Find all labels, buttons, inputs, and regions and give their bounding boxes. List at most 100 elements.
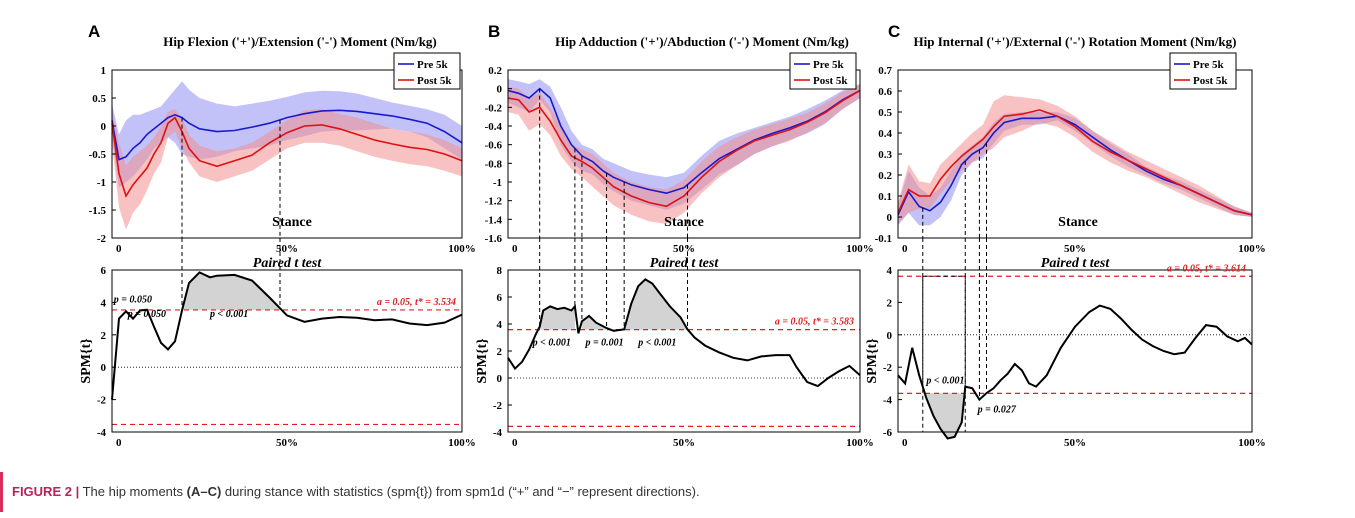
y-tick-label: -0.6 <box>485 140 503 152</box>
panel-title: Hip Internal ('+')/External ('-') Rotati… <box>914 34 1237 49</box>
stance-label: Stance <box>1058 215 1098 230</box>
series-line-post <box>897 109 1253 216</box>
y-tick-label: -4 <box>97 427 107 439</box>
x-tick-label: 50% <box>1064 243 1086 255</box>
x-tick-label: 0 <box>512 243 518 255</box>
y-tick-label: -4 <box>883 395 893 407</box>
y-tick-label: 0 <box>101 362 107 374</box>
cluster-shade <box>581 315 607 330</box>
y-tick-label: -6 <box>883 427 893 439</box>
x-tick-label: 100% <box>1238 243 1266 255</box>
threshold-label: a = 0.05, t* = 3.534 <box>377 297 456 308</box>
y-tick-label: 4 <box>101 297 107 309</box>
y-tick-label: -0.4 <box>485 121 503 133</box>
caption-bold-range: (A–C) <box>186 484 222 499</box>
y-tick-label: -0.8 <box>485 158 503 170</box>
y-tick-label: 6 <box>497 292 503 304</box>
legend-label-post: Post 5k <box>417 75 452 87</box>
y-tick-label: -2 <box>97 395 107 407</box>
legend: Pre 5k Post 5k <box>1169 52 1237 90</box>
figure-caption: FIGURE 2 | The hip moments (A–C) during … <box>0 472 1355 518</box>
caption-accent-bar <box>0 472 3 512</box>
legend: Pre 5k Post 5k <box>789 52 857 90</box>
top-chart: 1 0.5 0 -0.5 -1 -1.5 -2 0 50% 100% Stance Pre 5k Pos… <box>89 52 476 255</box>
sd-band-post <box>898 95 1252 224</box>
x-tick-label: 100% <box>846 243 874 255</box>
y-tick-label: 0 <box>497 373 503 385</box>
threshold-label: a = 0.05, t* = 3.614 <box>1167 263 1246 274</box>
spm-t-curve <box>507 278 861 388</box>
y-tick-label: -1.2 <box>485 196 503 208</box>
panel-letter-b: B <box>488 22 501 41</box>
y-tick-label: -1 <box>97 177 106 189</box>
caption-figure-label: FIGURE 2 | <box>12 484 80 499</box>
y-tick-label: 0.5 <box>878 107 892 119</box>
y-tick-label: 8 <box>497 265 503 277</box>
y-tick-label: -2 <box>493 400 503 412</box>
y-tick-label: 4 <box>497 319 503 331</box>
threshold-label: a = 0.05, t* = 3.583 <box>775 317 854 328</box>
y-tick-label: 0.6 <box>878 86 892 98</box>
y-tick-label: -1.5 <box>89 205 107 217</box>
panel-a: Hip Flexion ('+')/Extension ('-') Moment… <box>79 34 476 449</box>
x-tick-label: 50% <box>673 437 695 449</box>
x-tick-label: 0 <box>116 437 122 449</box>
panel-b: Hip Adduction ('+')/Abduction ('-') Mome… <box>475 34 874 449</box>
p-value-annotation: p < 0.001 <box>637 338 676 349</box>
cluster-shade <box>922 393 966 439</box>
legend-label-pre: Pre 5k <box>813 59 845 71</box>
cluster-shade <box>539 306 575 330</box>
bottom-axes-frame <box>897 269 1253 433</box>
caption-text-before: The hip moments <box>79 484 187 499</box>
x-tick-label: 100% <box>448 243 476 255</box>
bottom-chart: 6 4 2 0 -2 -4 0 50% 100% Paired t test SPM{t} a = 0… <box>79 256 476 449</box>
y-tick-label: -2 <box>883 362 893 374</box>
y-tick-label: 2 <box>887 297 893 309</box>
y-tick-label: 1 <box>101 65 107 77</box>
x-tick-label: 0 <box>902 437 908 449</box>
p-value-annotation: p = 0.050 <box>113 294 152 305</box>
x-tick-label: 0 <box>902 243 908 255</box>
legend-label-pre: Pre 5k <box>417 59 449 71</box>
panel-letter-c: C <box>888 22 901 41</box>
y-tick-label: 6 <box>101 265 107 277</box>
legend-label-post: Post 5k <box>813 75 848 87</box>
p-value-annotation: p < 0.001 <box>925 375 964 386</box>
y-tick-label: -4 <box>493 427 503 439</box>
y-tick-label: -0.1 <box>875 233 892 245</box>
spm-y-label: SPM{t} <box>865 338 880 384</box>
y-tick-label: 0.4 <box>878 128 892 140</box>
paired-t-test-title: Paired t test <box>1041 256 1111 271</box>
y-tick-label: 0.3 <box>878 149 892 161</box>
y-tick-label: 2 <box>101 330 107 342</box>
sd-band-post <box>508 84 860 224</box>
caption-text: FIGURE 2 | The hip moments (A–C) during … <box>12 472 700 512</box>
legend-box <box>1169 52 1237 90</box>
series-line-pre <box>507 87 861 195</box>
x-tick-label: 50% <box>276 243 298 255</box>
cluster-shade <box>624 279 688 330</box>
x-tick-label: 100% <box>448 437 476 449</box>
series-line-post <box>507 89 861 208</box>
top-axes-frame <box>507 69 861 239</box>
y-tick-label: 0 <box>887 330 893 342</box>
y-tick-label: 0 <box>887 212 893 224</box>
top-chart: 0.7 0.6 0.5 0.4 0.3 0.2 0.1 0 -0.1 0 50% 100% Stance… <box>875 52 1266 255</box>
stance-label: Stance <box>664 215 704 230</box>
legend-label-post: Post 5k <box>1193 75 1228 87</box>
p-value-annotation: p < 0.001 <box>209 309 248 320</box>
y-tick-label: 0.1 <box>878 191 892 203</box>
paired-t-test-title: Paired t test <box>253 256 323 271</box>
series-line-pre <box>111 109 463 161</box>
paired-t-test-title: Paired t test <box>650 256 720 271</box>
bottom-chart: 4 2 0 -2 -4 -6 0 50% 100% Paired t test SPM{t} a = … <box>865 256 1266 449</box>
x-tick-label: 100% <box>1238 437 1266 449</box>
x-tick-label: 50% <box>276 437 298 449</box>
series-line-post <box>111 116 463 198</box>
y-tick-label: 0 <box>101 121 107 133</box>
panel-title: Hip Flexion ('+')/Extension ('-') Moment… <box>163 34 437 49</box>
bottom-chart: 8 6 4 2 0 -2 -4 0 50% 100% Paired t test SPM{t} a = … <box>475 256 874 449</box>
panel-title: Hip Adduction ('+')/Abduction ('-') Mome… <box>555 34 849 49</box>
spm-t-curve <box>897 304 1253 440</box>
x-tick-label: 50% <box>1064 437 1086 449</box>
